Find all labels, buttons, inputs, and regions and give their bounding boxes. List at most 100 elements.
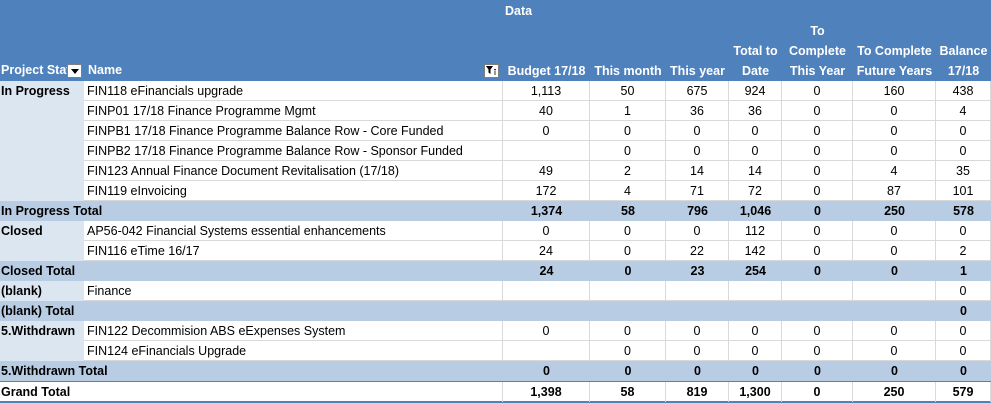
value-cell[interactable]: 0 bbox=[782, 141, 853, 161]
value-cell[interactable]: 1,374 bbox=[530, 204, 563, 218]
project-status-cell[interactable] bbox=[0, 101, 84, 121]
value-cell[interactable]: 0 bbox=[782, 161, 853, 181]
value-cell[interactable]: 0 bbox=[729, 321, 782, 341]
project-name-cell[interactable]: FIN119 eInvoicing bbox=[84, 181, 503, 201]
value-cell[interactable]: 2 bbox=[936, 241, 991, 261]
value-cell[interactable]: 4 bbox=[936, 101, 991, 121]
subtotal-label[interactable]: (blank) Total bbox=[1, 304, 75, 318]
value-cell[interactable]: 0 bbox=[891, 264, 898, 278]
value-cell[interactable]: 50 bbox=[590, 81, 666, 101]
value-cell[interactable]: 0 bbox=[729, 341, 782, 361]
project-name-cell[interactable]: FIN122 Decommision ABS eExpenses System bbox=[84, 321, 503, 341]
project-name-cell[interactable]: FIN123 Annual Finance Document Revitalis… bbox=[84, 161, 503, 181]
name-filter-button[interactable] bbox=[484, 64, 499, 78]
value-cell[interactable]: 0 bbox=[694, 364, 701, 378]
value-cell[interactable]: 0 bbox=[752, 364, 759, 378]
value-cell[interactable]: 0 bbox=[782, 241, 853, 261]
value-cell[interactable]: 819 bbox=[666, 382, 729, 402]
value-cell[interactable]: 58 bbox=[590, 382, 666, 402]
value-cell[interactable]: 0 bbox=[666, 141, 729, 161]
value-cell[interactable]: 0 bbox=[936, 141, 991, 161]
value-cell[interactable]: 0 bbox=[666, 321, 729, 341]
value-cell[interactable]: 87 bbox=[853, 181, 936, 201]
value-cell[interactable]: 101 bbox=[936, 181, 991, 201]
value-cell[interactable]: 0 bbox=[936, 281, 991, 301]
value-cell[interactable]: 0 bbox=[543, 364, 550, 378]
value-cell[interactable]: 254 bbox=[745, 264, 766, 278]
value-cell[interactable]: 0 bbox=[782, 181, 853, 201]
value-cell[interactable]: 0 bbox=[590, 241, 666, 261]
value-cell[interactable]: 1 bbox=[960, 264, 967, 278]
value-cell[interactable]: 0 bbox=[782, 382, 853, 402]
project-name-cell[interactable]: FIN116 eTime 16/17 bbox=[84, 241, 503, 261]
value-cell[interactable]: 0 bbox=[936, 221, 991, 241]
value-cell[interactable]: 0 bbox=[853, 321, 936, 341]
value-cell[interactable]: 0 bbox=[590, 121, 666, 141]
value-cell[interactable]: 0 bbox=[666, 121, 729, 141]
value-cell[interactable]: 72 bbox=[729, 181, 782, 201]
subtotal-label[interactable]: 5.Withdrawn Total bbox=[1, 364, 108, 378]
value-cell[interactable]: 0 bbox=[503, 321, 590, 341]
project-status-cell[interactable]: In Progress bbox=[0, 81, 84, 101]
value-cell[interactable]: 112 bbox=[729, 221, 782, 241]
project-status-cell[interactable] bbox=[0, 341, 84, 361]
value-cell[interactable]: 35 bbox=[936, 161, 991, 181]
value-cell[interactable]: 0 bbox=[666, 341, 729, 361]
value-cell[interactable]: 579 bbox=[936, 382, 991, 402]
value-cell[interactable]: 0 bbox=[936, 121, 991, 141]
value-cell[interactable]: 0 bbox=[782, 321, 853, 341]
value-cell[interactable]: 0 bbox=[853, 101, 936, 121]
value-cell[interactable]: 0 bbox=[960, 364, 967, 378]
value-cell[interactable]: 0 bbox=[729, 121, 782, 141]
value-cell[interactable]: 0 bbox=[590, 221, 666, 241]
value-cell[interactable] bbox=[782, 281, 853, 301]
value-cell[interactable]: 0 bbox=[590, 321, 666, 341]
value-cell[interactable] bbox=[666, 281, 729, 301]
value-cell[interactable] bbox=[503, 301, 590, 321]
value-cell[interactable]: 40 bbox=[503, 101, 590, 121]
subtotal-label[interactable]: Closed Total bbox=[1, 264, 76, 278]
value-cell[interactable]: 24 bbox=[539, 264, 554, 278]
value-cell[interactable]: 1,398 bbox=[503, 382, 590, 402]
value-cell[interactable]: 4 bbox=[853, 161, 936, 181]
grand-total-label[interactable]: Grand Total bbox=[0, 382, 503, 402]
value-cell[interactable]: 172 bbox=[503, 181, 590, 201]
value-cell[interactable] bbox=[590, 301, 666, 321]
project-name-cell[interactable]: FIN124 eFinancials Upgrade bbox=[84, 341, 503, 361]
value-cell[interactable]: 71 bbox=[666, 181, 729, 201]
project-name-cell[interactable]: FINPB1 17/18 Finance Programme Balance R… bbox=[84, 121, 503, 141]
value-cell[interactable]: 0 bbox=[814, 204, 821, 218]
value-cell[interactable]: 0 bbox=[853, 341, 936, 361]
value-cell[interactable]: 22 bbox=[666, 241, 729, 261]
value-cell[interactable]: 2 bbox=[590, 161, 666, 181]
project-status-cell[interactable]: Closed bbox=[0, 221, 84, 241]
value-cell[interactable] bbox=[590, 281, 666, 301]
value-cell[interactable]: 0 bbox=[590, 341, 666, 361]
value-cell[interactable]: 142 bbox=[729, 241, 782, 261]
value-cell[interactable]: 58 bbox=[621, 204, 635, 218]
project-status-cell[interactable] bbox=[0, 161, 84, 181]
value-cell[interactable]: 0 bbox=[853, 141, 936, 161]
value-cell[interactable] bbox=[729, 301, 782, 321]
value-cell[interactable]: 578 bbox=[953, 204, 974, 218]
value-cell[interactable]: 0 bbox=[891, 364, 898, 378]
value-cell[interactable]: 0 bbox=[853, 221, 936, 241]
project-status-cell[interactable] bbox=[0, 141, 84, 161]
value-cell[interactable]: 250 bbox=[853, 382, 936, 402]
project-name-cell[interactable]: FINPB2 17/18 Finance Programme Balance R… bbox=[84, 141, 503, 161]
value-cell[interactable]: 4 bbox=[590, 181, 666, 201]
project-status-cell[interactable]: 5.Withdrawn bbox=[0, 321, 84, 341]
value-cell[interactable]: 0 bbox=[729, 141, 782, 161]
value-cell[interactable] bbox=[666, 301, 729, 321]
value-cell[interactable]: 24 bbox=[503, 241, 590, 261]
value-cell[interactable] bbox=[853, 301, 936, 321]
value-cell[interactable] bbox=[503, 141, 590, 161]
value-cell[interactable]: 1,113 bbox=[503, 81, 590, 101]
value-cell[interactable]: 14 bbox=[666, 161, 729, 181]
value-cell[interactable] bbox=[729, 281, 782, 301]
subtotal-label[interactable]: In Progress Total bbox=[1, 204, 103, 218]
project-name-cell[interactable]: AP56-042 Financial Systems essential enh… bbox=[84, 221, 503, 241]
value-cell[interactable]: 36 bbox=[666, 101, 729, 121]
project-name-cell[interactable]: FIN118 eFinancials upgrade bbox=[84, 81, 503, 101]
value-cell[interactable]: 0 bbox=[624, 264, 632, 278]
